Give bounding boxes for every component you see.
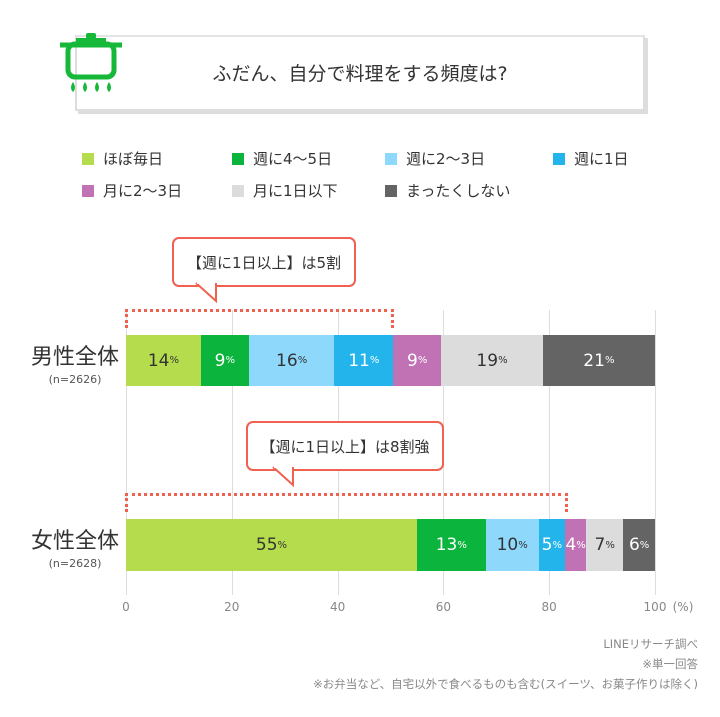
percent-unit: % [369,355,380,366]
bar-segment: 14% [126,335,201,386]
answer-note: ※単一回答 [642,657,698,671]
legend-item: 週に4〜5日 [232,148,332,169]
bar-segment: 6% [623,519,655,571]
legend-label: まったくしない [406,182,511,200]
x-tick-label: 100 [643,600,667,614]
bar-segment: 55% [126,519,417,571]
x-tick-label: 0 [122,600,130,614]
gridline [126,310,127,595]
gridline [655,310,656,595]
x-tick-label: 40 [329,600,346,614]
percent-unit: % [457,539,467,551]
bar-segment: 9% [200,335,249,386]
legend-swatch [82,184,94,197]
row-label-text: 男性全体 [30,345,119,370]
x-tick-label: 60 [435,600,452,614]
bar-segment: 10% [485,519,539,571]
legend-label: 月に1日以下 [253,182,338,200]
legend-swatch [82,152,94,165]
percent-unit: % [417,355,428,366]
percent-unit: % [605,539,615,551]
callout-bracket [125,309,394,328]
legend-item: まったくしない [385,180,510,201]
bar-segment: 16% [248,335,335,386]
bar-value-label: 10 [496,535,519,555]
legend-swatch [232,184,244,197]
source-note: LINEリサーチ調べ [603,637,698,651]
gridline [549,310,551,595]
bar-segment: 19% [441,335,543,386]
legend-label: ほぼ毎日 [103,150,164,168]
bar-value-label: 5 [541,535,553,555]
row-label: 女性全体 (n=2628) [26,523,124,570]
row-sample-size: (n=2628) [48,557,102,570]
percent-unit: % [225,355,235,366]
legend-item: 週に2〜3日 [385,148,485,169]
percent-unit: % [552,539,562,551]
bar-value-label: 16 [276,350,298,371]
cooking-pot-icon [60,33,122,92]
percent-unit: % [498,355,508,366]
legend-label: 週に4〜5日 [253,150,333,168]
bar-segment: 5% [538,519,566,571]
bar-value-label: 14 [147,350,170,371]
callout-tail [195,282,217,304]
callout-box: 【週に1日以上】は8割強 [246,421,444,471]
row-label: 男性全体 (n=2626) [26,339,124,386]
bar-value-label: 11 [348,350,370,371]
callout-text: 【週に1日以上】は8割強 [260,437,430,456]
legend-item: ほぼ毎日 [82,148,163,169]
bar-value-label: 9 [214,350,226,371]
legend-swatch [232,152,244,165]
legend-label: 週に2〜3日 [406,150,486,168]
bar-segment: 4% [565,519,587,571]
callout-tail [272,466,294,488]
x-axis-unit: (%) [672,600,694,614]
bar-segment: 21% [542,335,655,386]
legend-item: 週に1日 [553,148,629,169]
percent-unit: % [576,539,586,551]
bar-segment: 9% [393,335,442,386]
legend-swatch [553,152,565,165]
legend-label: 週に1日 [574,150,629,168]
legend-swatch [385,152,397,165]
bar-segment: 11% [334,335,394,386]
bar-segment: 7% [586,519,624,571]
bar-value-label: 13 [435,535,458,555]
row-sample-size: (n=2626) [48,373,102,386]
bar-value-label: 6 [628,535,640,555]
chart-title: ふだん、自分で料理をする頻度は? [212,63,508,85]
percent-unit: % [518,539,528,551]
percent-unit: % [604,355,615,366]
callout-box: 【週に1日以上】は5割 [172,237,356,287]
callout-text: 【週に1日以上】は5割 [186,253,342,272]
percent-unit: % [169,355,179,366]
legend-swatch [385,184,397,197]
bar-value-label: 9 [407,350,418,371]
x-tick-label: 80 [541,600,557,614]
legend-item: 月に2〜3日 [82,180,182,201]
bar-value-label: 4 [565,535,577,555]
callout-bracket [125,493,569,512]
bar-segment: 13% [416,519,486,571]
scope-note: ※お弁当など、自宅以外で食べるものも含む(スイーツ、お菓子作りは除く) [313,677,698,691]
percent-unit: % [277,539,288,551]
bar-value-label: 19 [476,350,499,371]
legend-label: 月に2〜3日 [103,182,183,200]
bar-value-label: 7 [594,535,606,555]
bar-value-label: 55 [255,535,278,555]
x-tick-label: 20 [224,600,240,614]
row-label-text: 女性全体 [30,529,119,554]
gridline [231,310,233,595]
legend-item: 月に1日以下 [232,180,338,201]
percent-unit: % [297,355,308,366]
percent-unit: % [639,539,650,551]
bar-value-label: 21 [583,350,605,371]
title-box: ふだん、自分で料理をする頻度は? [75,35,645,111]
